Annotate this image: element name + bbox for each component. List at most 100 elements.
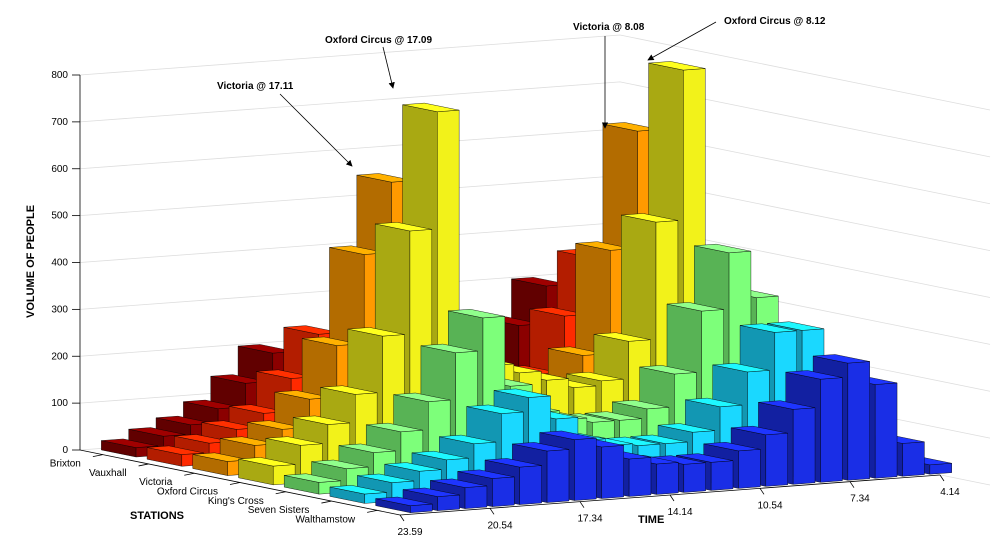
time-tick: [399, 514, 405, 522]
bar-top-face: [767, 321, 825, 331]
bar-top-face: [384, 462, 442, 472]
bar-top-face: [402, 102, 460, 112]
bar-top-face: [813, 354, 870, 364]
bar: [238, 457, 296, 486]
station-tick-label: Walthamstow: [295, 514, 355, 525]
annotation-arrow: [382, 46, 395, 89]
gridline: [79, 81, 991, 158]
time-tick-label: 14.14: [667, 507, 692, 518]
time-tick: [759, 488, 765, 495]
time-tick-label: 23.59: [397, 527, 422, 538]
station-tick: [275, 491, 286, 495]
bar-front-face: [601, 445, 624, 499]
z-tick-label: 300: [51, 304, 68, 315]
annotation-text: Oxford Circus @ 17.09: [325, 35, 432, 46]
bar-top-face: [630, 434, 688, 444]
bar-top-face: [393, 392, 451, 402]
bar-top-face: [493, 388, 551, 398]
bar-front-face: [574, 437, 597, 501]
bar-front-face: [683, 462, 706, 493]
station-tick: [184, 472, 195, 476]
station-tick-label: Oxford Circus: [157, 487, 218, 498]
bar-front-face: [492, 476, 515, 507]
bar-top-face: [147, 445, 204, 455]
annotation-victoria-808: Victoria @ 8.08: [573, 22, 645, 129]
bar-top-face: [731, 425, 788, 436]
annotation-text: Victoria @ 17.11: [217, 81, 294, 92]
bar: [375, 496, 433, 513]
gridline: [79, 128, 991, 205]
bar-top-face: [238, 457, 296, 467]
z-tick-label: 500: [51, 211, 68, 222]
time-tick: [669, 494, 675, 502]
bar-top-face: [128, 427, 186, 437]
annotation-oxford-1709: Oxford Circus @ 17.09: [325, 35, 432, 89]
bar-top-face: [311, 459, 369, 469]
y-axis-label: TIME: [638, 514, 664, 526]
bar-top-face: [411, 450, 469, 461]
bar-top-face: [539, 430, 597, 440]
time-tick-label: 4.14: [940, 487, 960, 498]
bar-top-face: [375, 222, 432, 232]
bar-top-face: [329, 485, 387, 495]
station-tick-label: Victoria: [139, 477, 173, 488]
z-tick-label: 0: [62, 445, 68, 456]
z-axis-label: VOLUME OF PEOPLE: [25, 205, 37, 318]
bar-top-face: [740, 323, 797, 333]
bar-front-face: [738, 449, 761, 489]
bar-top-face: [101, 438, 159, 448]
z-tick-label: 800: [51, 70, 68, 81]
station-tick-label: Seven Sisters: [248, 505, 310, 516]
bar-front-face: [656, 462, 679, 495]
time-tick-label: 17.34: [577, 514, 602, 525]
bar-front-face: [464, 485, 488, 509]
station-tick: [229, 482, 241, 485]
annotation-text: Oxford Circus @ 8.12: [724, 16, 826, 27]
bar-top-face: [685, 397, 743, 407]
bar-front-face: [628, 457, 652, 497]
station-tick: [367, 509, 378, 513]
bar-front-face: [437, 494, 460, 511]
z-tick-label: 100: [51, 398, 68, 409]
station-tick: [92, 454, 103, 458]
station-tick: [138, 463, 149, 467]
bar-top-face: [357, 473, 414, 483]
x-axis-label: STATIONS: [130, 510, 184, 522]
bar-top-face: [466, 404, 524, 414]
z-tick-label: 200: [51, 351, 68, 362]
bar-top-face: [593, 332, 651, 342]
bar: [329, 485, 387, 504]
z-tick-label: 400: [51, 258, 68, 269]
bar-front-face: [519, 465, 542, 505]
time-tick-label: 20.54: [487, 520, 512, 531]
bar-front-face: [929, 463, 952, 475]
time-tick-label: 7.34: [850, 494, 870, 505]
bar-top-face: [284, 473, 341, 483]
bar-front-face: [546, 449, 570, 503]
bar-top-face: [430, 478, 487, 488]
bar-top-face: [657, 423, 715, 433]
bar-front-face: [820, 377, 843, 483]
time-tick: [939, 474, 945, 482]
bar-top-face: [639, 365, 697, 375]
bar-top-face: [694, 243, 751, 254]
bar-front-face: [710, 460, 734, 491]
annotation-oxford-812: Oxford Circus @ 8.12: [647, 16, 826, 61]
bar-top-face: [785, 370, 843, 380]
bar-top-face: [366, 422, 423, 433]
bar-top-face: [612, 400, 669, 410]
bar-top-face: [448, 309, 505, 319]
bar-top-face: [758, 400, 816, 410]
bar-front-face: [792, 407, 816, 485]
gridline: [79, 34, 991, 111]
time-tick: [579, 501, 585, 508]
time-tick: [849, 481, 855, 488]
bar-top-face: [420, 343, 478, 353]
z-tick-label: 600: [51, 164, 68, 175]
station-tick-label: King's Cross: [208, 496, 264, 507]
bar-front-face: [902, 441, 925, 477]
z-tick-label: 700: [51, 117, 68, 128]
annotation-text: Victoria @ 8.08: [573, 22, 645, 33]
bars: [101, 61, 952, 513]
